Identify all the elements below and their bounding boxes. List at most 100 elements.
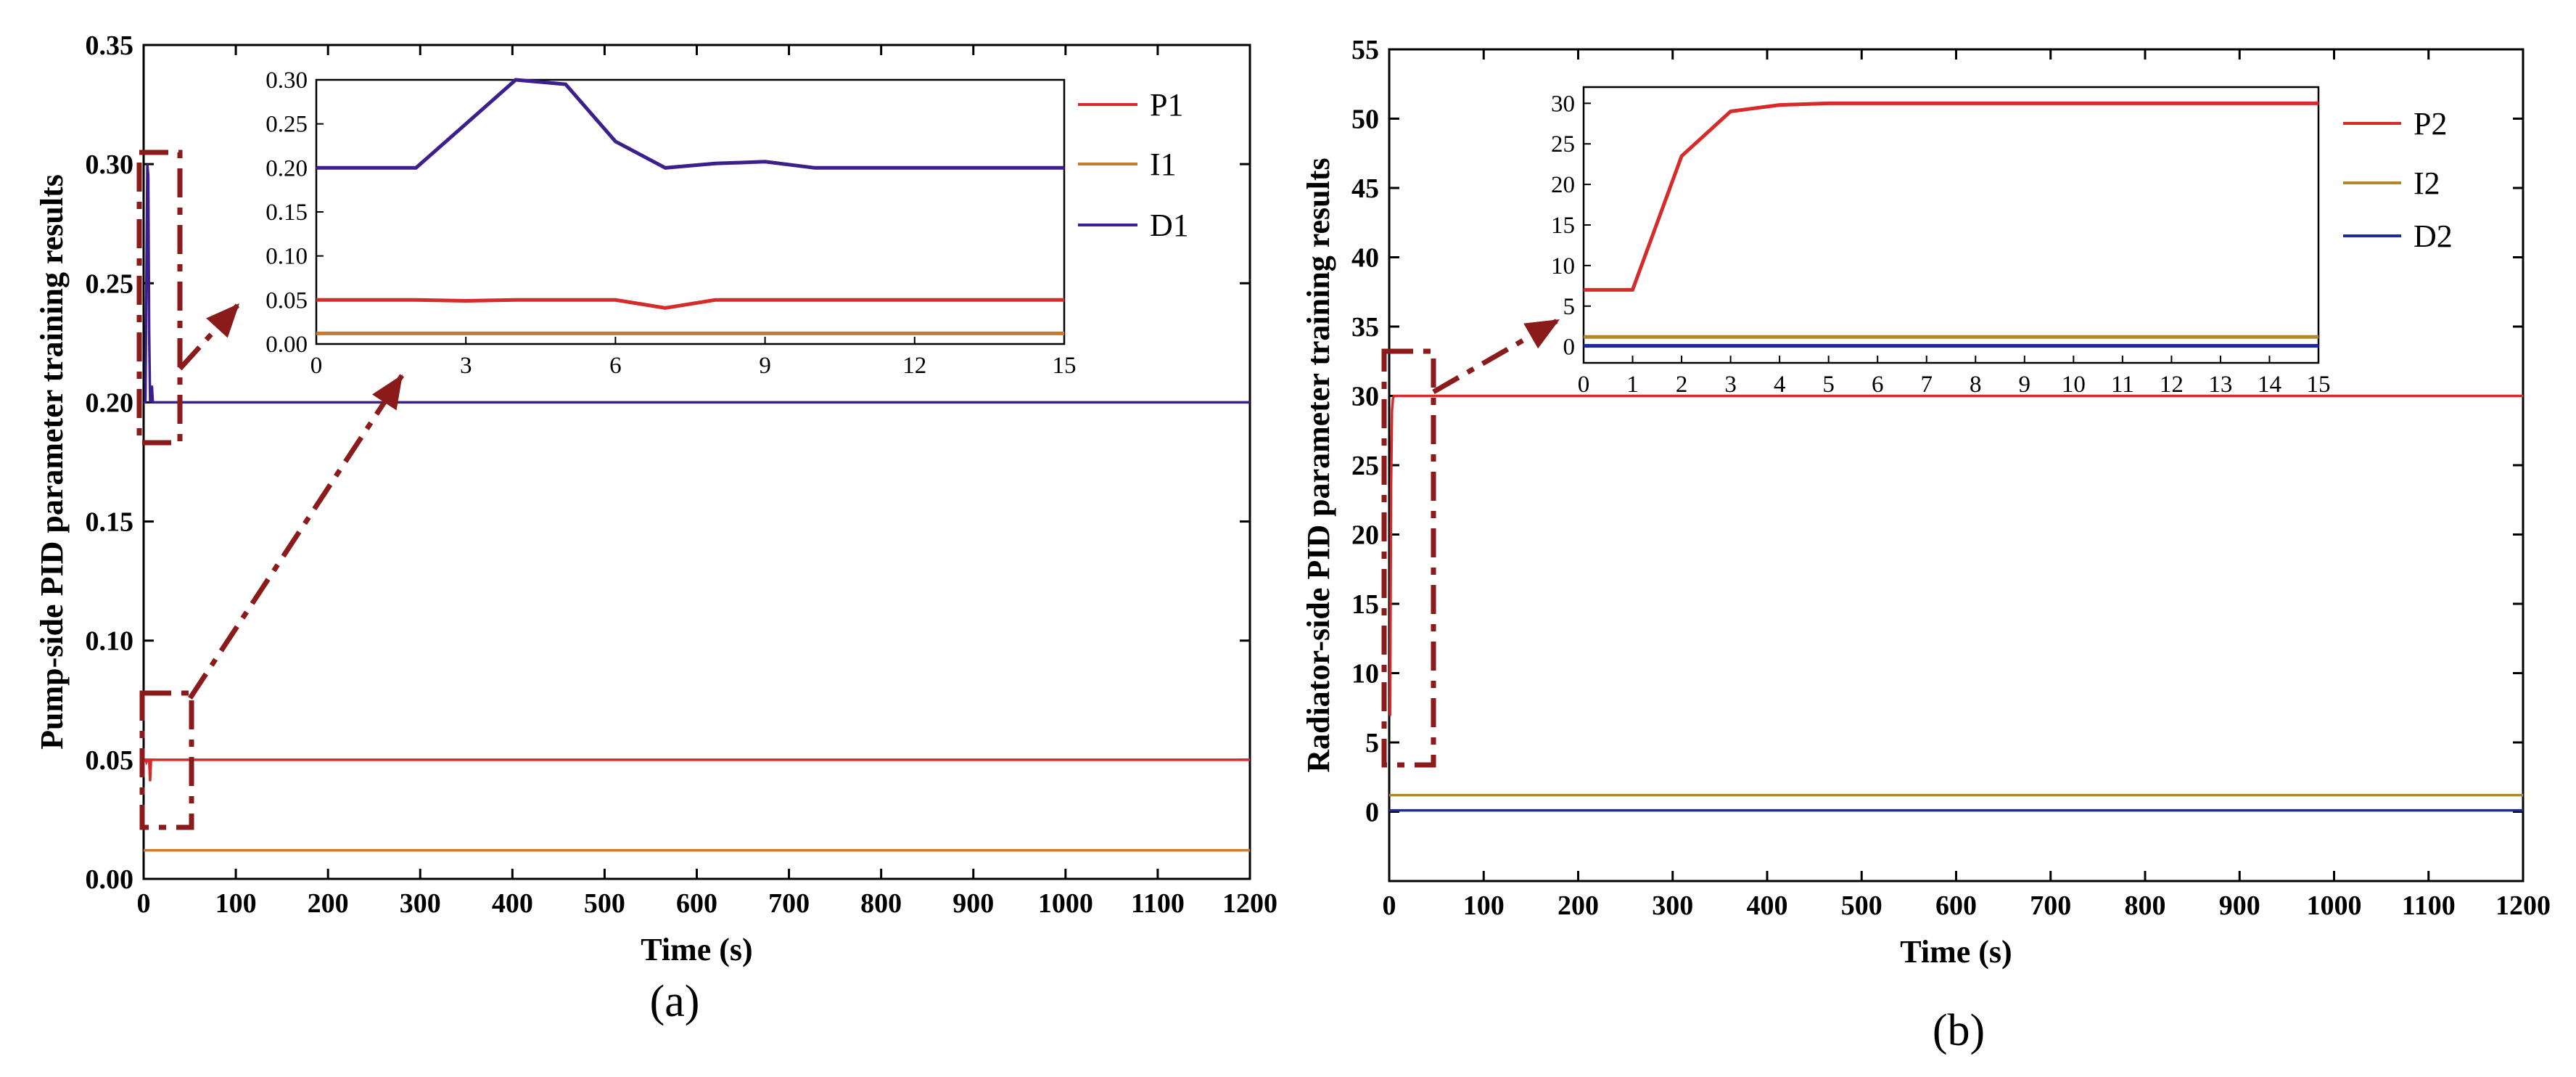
inset-y-tick-label: 30: [1551, 91, 1575, 117]
inset-x-tick-label: 0: [1578, 372, 1590, 398]
inset-series-line-p2: [1584, 101, 2318, 292]
inset-x-tick-label: 9: [2019, 372, 2031, 398]
x-tick-label: 900: [952, 888, 994, 919]
zoom-region-box: [1381, 348, 1436, 768]
inset-x-tick-label: 6: [609, 353, 622, 379]
zoom-arrow-line: [188, 373, 405, 700]
x-axis-label: Time (s): [1900, 934, 2012, 970]
inset-y-tick-label: 5: [1563, 294, 1576, 320]
y-tick-label: 0.05: [86, 745, 134, 776]
x-tick-label: 1200: [2495, 890, 2551, 921]
y-tick-label: 0.30: [86, 150, 134, 180]
inset-y-tick-label: 15: [1551, 213, 1575, 239]
y-tick-label: 0.10: [86, 626, 134, 657]
legend-label-p1: P1: [1150, 87, 1183, 123]
y-tick-label: 30: [1351, 382, 1379, 412]
y-tick-label: 20: [1351, 520, 1379, 551]
zoom-arrow-head: [372, 374, 403, 411]
series-line-d1: [144, 163, 1250, 404]
y-tick-label: 10: [1351, 659, 1379, 689]
inset-y-tick-label: 0.15: [266, 200, 308, 226]
y-tick-label: 0.20: [86, 388, 134, 418]
y-tick-label: 0.00: [86, 864, 134, 895]
y-tick-label: 5: [1365, 728, 1379, 758]
legend-label-d2: D2: [2414, 218, 2453, 254]
x-tick-label: 900: [2219, 890, 2260, 921]
x-tick-label: 500: [1841, 890, 1882, 921]
inset-x-tick-label: 9: [759, 353, 771, 379]
y-tick-label: 50: [1351, 105, 1379, 135]
x-tick-label: 500: [584, 888, 625, 919]
series-line-p1: [144, 758, 1250, 782]
inset-x-tick-label: 15: [1053, 353, 1077, 379]
inset-y-tick-label: 0.10: [266, 244, 308, 270]
inset-y-tick-label: 0.05: [266, 287, 308, 314]
inset-y-tick-label: 0.00: [266, 332, 308, 358]
x-axis-label: Time (s): [641, 932, 752, 967]
y-axis-label: Radiator-side PID parameter training res…: [1301, 157, 1336, 772]
y-tick-label: 45: [1351, 173, 1379, 204]
x-tick-label: 400: [492, 888, 533, 919]
inset-x-tick-label: 11: [2111, 372, 2134, 398]
x-tick-label: 200: [1557, 890, 1599, 921]
inset-x-tick-label: 4: [1774, 372, 1786, 398]
y-tick-label: 0.25: [86, 269, 134, 299]
inset-x-tick-label: 13: [2208, 372, 2232, 398]
x-tick-label: 700: [2030, 890, 2071, 921]
zoom-arrow-head: [1523, 319, 1560, 349]
inset-x-tick-label: 15: [2307, 372, 2331, 398]
legend-label-p2: P2: [2414, 106, 2447, 142]
inset-x-tick-label: 12: [902, 353, 926, 379]
x-tick-label: 0: [1383, 890, 1396, 921]
inset-x-tick-label: 8: [1970, 372, 1982, 398]
y-tick-label: 25: [1351, 451, 1379, 481]
legend-label-i2: I2: [2414, 165, 2440, 201]
y-tick-label: 15: [1351, 589, 1379, 620]
x-tick-label: 400: [1747, 890, 1788, 921]
inset-x-tick-label: 3: [460, 353, 472, 379]
inset-y-tick-label: 10: [1551, 253, 1575, 279]
inset-y-tick-label: 25: [1551, 131, 1575, 157]
x-tick-label: 100: [1463, 890, 1505, 921]
inset-x-tick-label: 0: [310, 353, 323, 379]
x-tick-label: 1100: [2402, 890, 2456, 921]
inset-y-tick-label: 20: [1551, 172, 1575, 198]
x-tick-label: 1200: [1222, 888, 1277, 919]
y-tick-label: 40: [1351, 243, 1379, 274]
x-tick-label: 200: [308, 888, 349, 919]
x-tick-label: 800: [860, 888, 902, 919]
x-tick-label: 1000: [2307, 890, 2362, 921]
inset-x-tick-label: 10: [2062, 372, 2086, 398]
inset-x-tick-label: 6: [1872, 372, 1884, 398]
x-tick-label: 300: [1652, 890, 1693, 921]
inset-x-tick-label: 7: [1920, 372, 1933, 398]
panel-label: (b): [1933, 1006, 1985, 1055]
y-tick-label: 0.15: [86, 507, 134, 538]
inset-x-tick-label: 2: [1676, 372, 1688, 398]
inset-x-tick-label: 1: [1626, 372, 1639, 398]
y-tick-label: 35: [1351, 312, 1379, 343]
inset-series-line-d1: [316, 78, 1064, 170]
inset-x-tick-label: 3: [1724, 372, 1737, 398]
x-tick-label: 1100: [1131, 888, 1185, 919]
chart-panel-a: 0.00 0.05 0.10 0.15 0.20 0.25 0.30 0.35 0 100 200 3…: [34, 30, 1277, 1026]
inset-y-tick-label: 0.20: [266, 155, 308, 181]
x-tick-label: 0: [137, 888, 151, 919]
inset-series-line-p1: [316, 298, 1064, 310]
y-tick-label: 55: [1351, 35, 1379, 65]
x-tick-label: 800: [2125, 890, 2166, 921]
series-line-p2: [1388, 394, 2523, 716]
x-tick-label: 100: [215, 888, 257, 919]
y-tick-label: 0.35: [86, 30, 134, 61]
inset-y-tick-label: 0.30: [266, 67, 308, 94]
inset-x-tick-label: 5: [1822, 372, 1835, 398]
inset-y-tick-label: 0: [1563, 335, 1576, 361]
legend-label-i1: I1: [1150, 147, 1177, 182]
x-tick-label: 700: [768, 888, 810, 919]
zoom-region-box: [139, 690, 194, 830]
y-tick-label: 0: [1365, 798, 1379, 828]
